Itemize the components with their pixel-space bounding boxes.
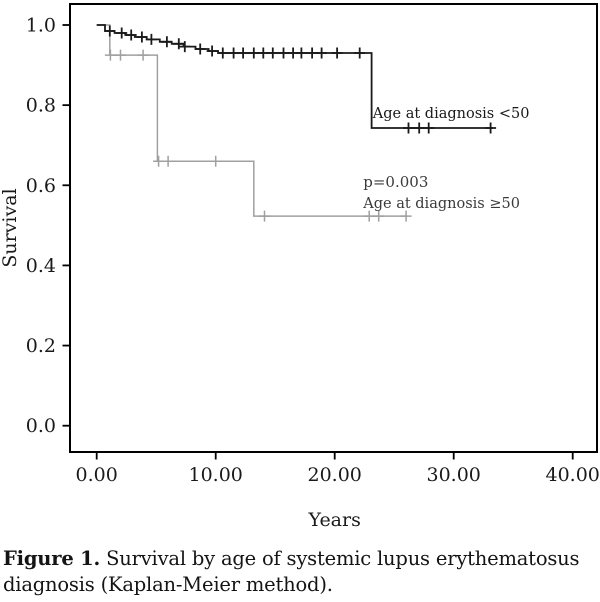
censor-mark-age-ge-50 xyxy=(259,210,270,222)
x-axis-tick-label: 40.00 xyxy=(545,464,599,486)
annotation-p-value: p=0.003 xyxy=(363,173,428,191)
censor-mark-age-lt-50 xyxy=(228,47,240,59)
y-axis-tick-label: 0.0 xyxy=(26,415,56,437)
censor-mark-age-lt-50 xyxy=(145,33,157,45)
censor-mark-age-lt-50 xyxy=(306,47,318,59)
x-axis-title: Years xyxy=(308,509,361,531)
censor-mark-age-lt-50 xyxy=(278,47,289,59)
censor-mark-age-lt-50 xyxy=(125,29,137,41)
censor-mark-age-lt-50 xyxy=(413,122,425,134)
censor-mark-age-ge-50 xyxy=(210,155,222,167)
censor-mark-age-lt-50 xyxy=(331,47,343,59)
y-axis-tick-label: 0.8 xyxy=(26,95,56,117)
censor-mark-age-ge-50 xyxy=(162,155,174,167)
censor-mark-age-ge-50 xyxy=(373,210,385,222)
censor-mark-age-lt-50 xyxy=(257,47,269,59)
annotation-age-ge-50-label: Age at diagnosis ≥50 xyxy=(362,196,520,212)
censor-mark-age-lt-50 xyxy=(485,122,497,134)
censor-mark-age-lt-50 xyxy=(173,38,185,50)
plot-border xyxy=(69,3,598,453)
y-axis-tick-label: 0.2 xyxy=(26,335,56,357)
censor-mark-age-ge-50 xyxy=(115,49,126,61)
censor-mark-age-lt-50 xyxy=(316,47,328,59)
censor-mark-age-ge-50 xyxy=(104,49,116,61)
censor-mark-age-ge-50 xyxy=(400,210,412,222)
censor-mark-age-ge-50 xyxy=(153,155,165,167)
censor-mark-age-lt-50 xyxy=(136,31,148,43)
censor-mark-age-lt-50 xyxy=(267,47,279,59)
figure-caption: Figure 1. Survival by age of systemic lu… xyxy=(0,546,599,598)
censor-mark-age-lt-50 xyxy=(354,47,366,59)
censor-mark-age-ge-50 xyxy=(137,49,149,61)
x-axis-tick-label: 20.00 xyxy=(307,464,361,486)
annotation-age-lt-50-label: Age at diagnosis <50 xyxy=(372,106,530,122)
x-axis-tick-label: 0.00 xyxy=(76,464,118,486)
y-axis-title: Survival xyxy=(0,188,21,267)
censor-mark-age-lt-50 xyxy=(423,122,435,134)
kaplan-meier-chart: 1.0 0.8 0.6 0.4 0.2 0.0 0.00 10.00 20.00 30.00 40.… xyxy=(0,3,600,531)
censor-mark-age-lt-50 xyxy=(403,122,414,134)
censor-mark-age-lt-50 xyxy=(206,45,218,57)
censor-mark-age-ge-50 xyxy=(363,210,375,222)
y-axis-tick-label: 0.6 xyxy=(26,175,56,197)
censor-mark-age-lt-50 xyxy=(194,43,206,55)
censor-mark-age-lt-50 xyxy=(116,27,128,39)
x-axis-tick-label: 10.00 xyxy=(188,464,242,486)
censor-mark-age-lt-50 xyxy=(161,36,173,48)
censor-mark-age-lt-50 xyxy=(217,47,229,59)
caption-text: Survival by age of systemic lupus erythe… xyxy=(3,547,580,596)
censor-mark-age-lt-50 xyxy=(179,41,191,53)
x-axis-tick-label: 30.00 xyxy=(426,464,480,486)
censor-mark-age-lt-50 xyxy=(237,47,249,59)
censor-mark-age-lt-50 xyxy=(248,47,260,59)
censor-mark-age-lt-50 xyxy=(295,47,307,59)
y-axis-tick-label: 1.0 xyxy=(26,15,56,37)
censor-mark-age-lt-50 xyxy=(104,25,116,37)
caption-label: Figure 1. xyxy=(3,547,101,570)
y-axis-tick-label: 0.4 xyxy=(26,255,56,277)
